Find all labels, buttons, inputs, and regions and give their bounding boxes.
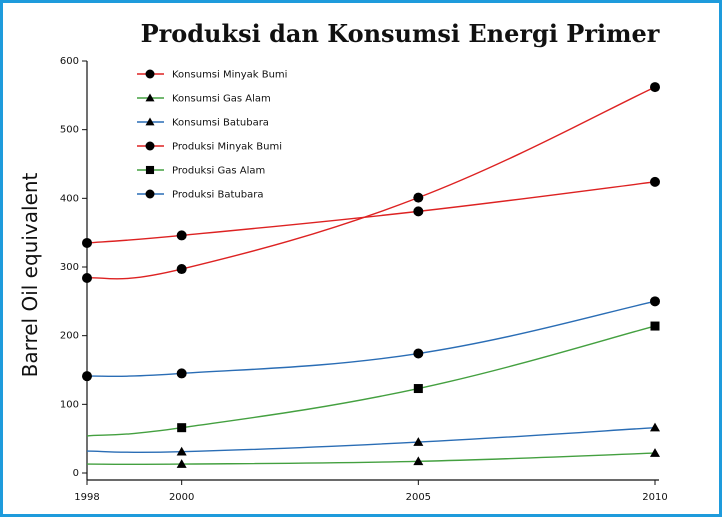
legend: Konsumsi Minyak Bumi Konsumsi Gas Alam Kon… xyxy=(137,69,287,201)
data-point xyxy=(176,459,187,468)
y-tick-label: 400 xyxy=(60,193,79,204)
axes: 0 100 200 300 400 500 600 1998 2000 2005 2010 xyxy=(60,56,668,503)
y-axis-label: Barrel Oil equivalent xyxy=(18,172,42,377)
data-point xyxy=(650,321,660,331)
data-point xyxy=(82,272,92,283)
data-point xyxy=(176,446,187,456)
data-point xyxy=(650,296,660,307)
data-point xyxy=(82,371,92,382)
line-chart: Produksi dan Konsumsi Energi Primer Barr… xyxy=(18,19,668,503)
data-point xyxy=(650,176,660,187)
x-tick-label: 1998 xyxy=(74,492,99,503)
series-line xyxy=(86,300,656,378)
legend-marker xyxy=(145,141,155,151)
series-line xyxy=(86,181,656,244)
data-point xyxy=(413,456,424,466)
y-tick-label: 300 xyxy=(60,262,79,273)
series-lines xyxy=(86,86,656,466)
legend-marker xyxy=(145,93,155,102)
data-point xyxy=(413,206,424,217)
data-point xyxy=(177,423,187,433)
chart-title: Produksi dan Konsumsi Energi Primer xyxy=(141,19,660,48)
series-line xyxy=(86,426,656,454)
legend-label: Konsumsi Batubara xyxy=(172,118,269,129)
legend-label: Produksi Minyak Bumi xyxy=(172,142,282,153)
data-point xyxy=(176,230,187,241)
data-point xyxy=(413,437,424,446)
data-point xyxy=(176,264,187,275)
legend-marker xyxy=(145,165,155,175)
data-point xyxy=(650,82,660,93)
y-tick-label: 200 xyxy=(60,331,79,342)
data-point xyxy=(413,348,424,359)
y-tick-label: 500 xyxy=(60,125,79,136)
y-tick-label: 600 xyxy=(60,56,79,67)
series-line xyxy=(86,452,656,466)
x-tick-label: 2000 xyxy=(169,492,194,503)
legend-label: Produksi Gas Alam xyxy=(172,166,265,177)
legend-label: Konsumsi Minyak Bumi xyxy=(172,70,287,81)
data-point xyxy=(176,368,187,379)
data-point xyxy=(413,384,423,394)
series-line xyxy=(86,86,656,280)
x-tick-label: 2005 xyxy=(406,492,431,503)
data-point xyxy=(413,192,424,203)
series-markers xyxy=(82,82,660,468)
legend-label: Produksi Batubara xyxy=(172,190,263,201)
legend-marker xyxy=(145,117,155,126)
legend-marker xyxy=(145,69,155,79)
data-point xyxy=(650,448,660,457)
series-line xyxy=(86,325,656,437)
data-point xyxy=(650,422,660,432)
legend-marker xyxy=(145,189,155,199)
x-tick-label: 2010 xyxy=(642,492,667,503)
legend-label: Konsumsi Gas Alam xyxy=(172,94,271,105)
y-tick-label: 0 xyxy=(73,468,79,479)
y-tick-label: 100 xyxy=(60,399,79,410)
data-point xyxy=(82,237,92,248)
